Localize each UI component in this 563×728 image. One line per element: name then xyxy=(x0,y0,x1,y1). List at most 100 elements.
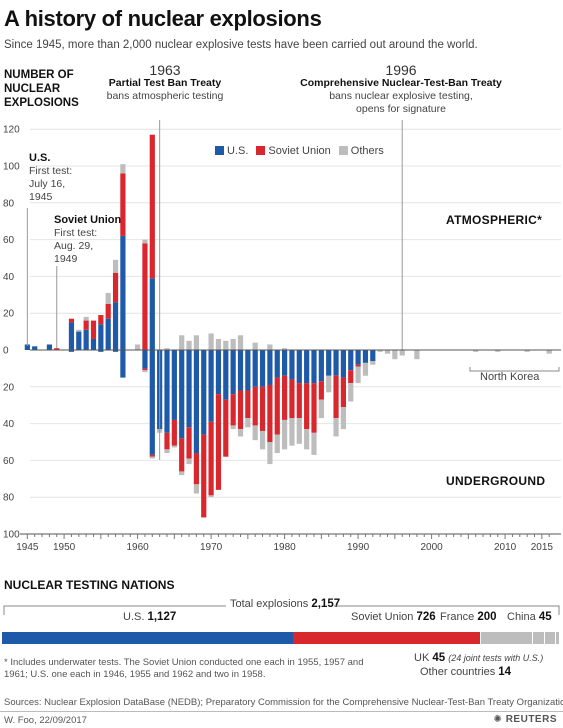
legend-label-soviet: Soviet Union xyxy=(268,145,331,157)
bar-atmospheric-1960-others xyxy=(135,344,141,350)
bar-atmospheric-1980-others xyxy=(282,348,288,350)
legend-item-others: Others xyxy=(338,145,384,157)
bar-underground-1972-soviet xyxy=(223,399,229,457)
soviet-first-test-line-3: 1949 xyxy=(54,253,78,265)
y-axis-title-line-3: EXPLOSIONS xyxy=(4,97,79,109)
us-first-test-name: U.S. xyxy=(29,152,51,164)
bar-underground-1990-soviet xyxy=(355,364,361,367)
y-tick-label-up-80: 80 xyxy=(3,198,15,209)
bar-underground-1978-others xyxy=(267,442,273,465)
nation-value-france: 200 xyxy=(477,611,497,623)
x-tick-label-2010: 2010 xyxy=(494,542,517,553)
bar-underground-1970-soviet xyxy=(208,421,214,496)
bar-underground-1988-us xyxy=(340,350,346,378)
x-tick-label-1960: 1960 xyxy=(126,542,149,553)
bar-underground-1985-soviet xyxy=(318,381,324,400)
y-axis-title-line-2: NUCLEAR xyxy=(4,83,61,95)
legend-item-soviet: Soviet Union xyxy=(256,145,331,157)
bar-underground-1977-others xyxy=(259,430,266,450)
bar-underground-1973-us xyxy=(230,350,236,395)
bar-underground-1978-us xyxy=(267,350,273,385)
y-tick-label-down-80: 80 xyxy=(3,493,15,504)
bar-atmospheric-1957-us xyxy=(112,302,119,350)
bar-atmospheric-1956-us xyxy=(105,318,111,350)
nations-stacked-bar xyxy=(2,632,559,644)
bar-underground-1962-us xyxy=(149,350,155,455)
bar-underground-1965-us xyxy=(171,350,177,420)
atmospheric-bars xyxy=(24,134,288,350)
bar-atmospheric-1948-us xyxy=(46,344,52,350)
bar-atmospheric-1967-others xyxy=(186,340,192,350)
nation-value-uk: 45 xyxy=(432,652,446,664)
bar-underground-1964-us xyxy=(164,350,170,433)
total-bracket-line xyxy=(3,605,560,615)
reuters-wordmark: REUTERS xyxy=(505,714,557,725)
bar-underground-1972-us xyxy=(223,350,229,400)
nation-value-us: 1,127 xyxy=(147,611,177,623)
bar-atmospheric-1952-others xyxy=(76,329,82,332)
soviet-first-test-name: Soviet Union xyxy=(54,214,122,226)
bar-underground-1973-others xyxy=(230,425,236,430)
bar-atmospheric-1951-us xyxy=(68,322,75,350)
bar-underground-1990-others xyxy=(355,366,361,384)
bar-underground-1977-soviet xyxy=(259,386,266,431)
nation-label-other: Other countries 14 xyxy=(420,666,511,678)
bar-underground-1985-us xyxy=(318,350,324,382)
bar-underground-1981-soviet xyxy=(289,379,295,419)
bar-underground-1980-soviet xyxy=(282,375,288,420)
bar-underground-1989-us xyxy=(348,350,354,371)
bar-underground-1985-others xyxy=(318,399,324,419)
y-tick-label-up-20: 20 xyxy=(3,309,15,320)
nation-label-uk: UK 45 (24 joint tests with U.S.) xyxy=(414,652,543,664)
footer-divider xyxy=(0,711,563,712)
bar-atmospheric-1946-us xyxy=(32,346,38,350)
soviet-first-test-line-2: Aug. 29, xyxy=(54,240,94,252)
y-tick-label-up-0: 0 xyxy=(3,346,9,357)
bar-atmospheric-1962-us xyxy=(149,278,155,350)
bar-underground-1969-soviet xyxy=(201,434,207,518)
bar-underground-1967-us xyxy=(186,350,192,428)
ptbt-annotation: 1963 Partial Test Ban Treaty bans atmosp… xyxy=(100,62,230,103)
bar-underground-1977-us xyxy=(259,350,266,387)
legend-swatch-us xyxy=(215,146,224,155)
bar-underground-1966-us xyxy=(179,350,185,439)
ptbt-desc: bans atmospheric testing xyxy=(106,90,224,102)
bar-underground-2009-others xyxy=(495,350,501,352)
y-tick-label-up-60: 60 xyxy=(3,235,15,246)
bar-underground-1968-us xyxy=(193,350,199,454)
bar-atmospheric-1961-soviet xyxy=(142,243,148,350)
bar-underground-1964-soviet xyxy=(164,432,170,450)
ctbt-name: Comprehensive Nuclear-Test-Ban Treaty xyxy=(300,77,502,89)
bar-atmospheric-1953-others xyxy=(83,316,89,321)
us-first-test-line-2: July 16, xyxy=(29,178,66,190)
bar-underground-1992-others xyxy=(370,361,376,365)
treaty-lines xyxy=(26,120,560,460)
bar-atmospheric-1966-others xyxy=(179,335,185,350)
nation-name-china: China xyxy=(507,611,536,623)
bar-atmospheric-1945-us xyxy=(24,344,30,350)
bar-underground-1976-soviet xyxy=(252,386,258,426)
bar-atmospheric-1958-others xyxy=(120,164,126,174)
legend-item-us: U.S. xyxy=(215,145,248,157)
bar-underground-1982-others xyxy=(296,418,302,444)
bar-underground-1951-us xyxy=(68,350,75,352)
ptbt-year: 1963 xyxy=(149,62,181,78)
bar-underground-1975-others xyxy=(245,418,251,428)
y-tick-label-down-60: 60 xyxy=(3,456,15,467)
y-axis-title-line-1: NUMBER OF xyxy=(4,69,74,81)
reuters-logo: ✺ REUTERS xyxy=(494,714,557,725)
bar-underground-1970-others xyxy=(208,495,214,498)
bar-underground-1980-us xyxy=(282,350,288,376)
bar-underground-1975-soviet xyxy=(245,390,251,419)
nation-bar-segment-0 xyxy=(2,632,294,644)
bar-underground-1989-soviet xyxy=(348,370,354,384)
y-tick-label-up-100: 100 xyxy=(3,162,20,173)
bar-underground-1975-us xyxy=(245,350,251,391)
bar-underground-1978-soviet xyxy=(267,384,273,442)
bar-underground-1986-us xyxy=(326,350,332,376)
byline: W. Foo, 22/09/2017 xyxy=(4,715,87,726)
total-explosions-label: Total explosions 2,157 xyxy=(230,598,340,610)
x-tick-label-1980: 1980 xyxy=(273,542,296,553)
ctbt-desc-1: bans nuclear explosive testing, xyxy=(329,90,473,102)
